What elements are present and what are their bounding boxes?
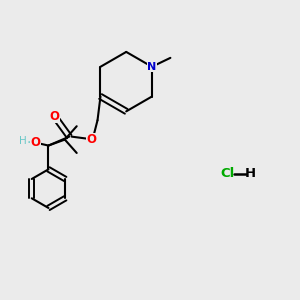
Text: Cl: Cl [220,167,234,180]
Text: N: N [147,62,157,72]
Text: H: H [19,136,26,146]
Text: O: O [30,136,40,149]
Text: H: H [245,167,256,180]
Text: O: O [50,110,59,123]
Text: O: O [87,133,97,146]
Text: ·: · [27,136,31,150]
